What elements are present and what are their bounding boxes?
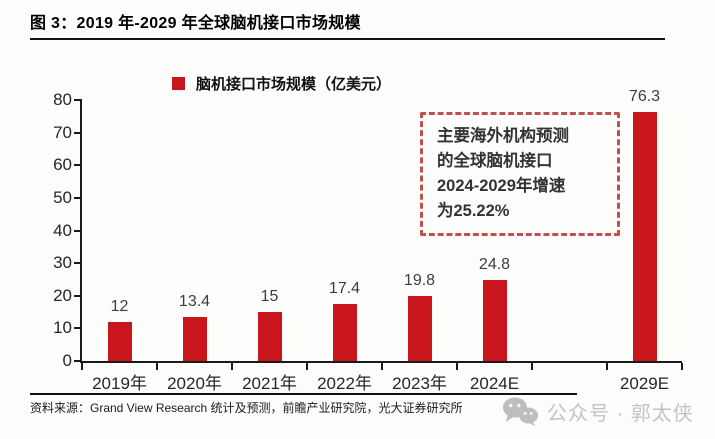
category-slot: 19.8 2023年	[382, 100, 457, 393]
category-slot: 76.3 2029E	[607, 88, 682, 393]
chart-legend: 脑机接口市场规模（亿美元）	[172, 73, 391, 94]
x-axis-label: 2021年	[242, 374, 297, 393]
x-axis-tick	[456, 363, 458, 370]
y-axis-tick-label: 20	[53, 285, 72, 305]
category-slot: 15 2021年	[232, 100, 307, 393]
footer-divider	[30, 393, 577, 395]
x-axis-tick	[156, 363, 158, 370]
x-axis-label: 2029E	[619, 374, 670, 393]
figure-title: 图 3：2019 年-2029 年全球脑机接口市场规模	[30, 15, 361, 32]
wechat-icon	[503, 397, 538, 426]
y-axis-tick	[74, 294, 82, 297]
y-axis-tick-label: 80	[53, 90, 72, 109]
bar-value-label: 13.4	[178, 293, 211, 311]
y-axis-tick	[74, 327, 82, 330]
watermark: 公众号 · 郭太侠	[502, 396, 694, 426]
bar-value-label: 15	[260, 288, 279, 306]
x-axis-label: 2022年	[317, 374, 372, 393]
y-axis-tick-label: 10	[53, 318, 72, 338]
category-slot: 13.4 2020年	[157, 100, 232, 393]
title-divider	[30, 38, 665, 40]
x-axis-label: 2024E	[469, 374, 520, 393]
bar	[632, 112, 657, 361]
annotation-line: 主要海外机构预测	[437, 127, 569, 145]
bar	[482, 280, 507, 361]
bar-value-label: 17.4	[328, 280, 361, 298]
bar	[107, 321, 132, 361]
x-axis-tick	[306, 363, 308, 370]
y-axis-tick	[74, 99, 82, 101]
bar-value-label: 19.8	[403, 272, 436, 290]
x-axis-tick	[681, 363, 683, 370]
x-axis-tick	[531, 363, 533, 370]
y-axis-tick-label: 60	[53, 155, 72, 175]
bar-value-label: 76.3	[628, 88, 661, 106]
bar-slots: 12 2019年 13.4 2020年 15 2021年 17.4 2022年 19.8 2023…	[82, 88, 682, 393]
bar-value-label: 12	[110, 297, 129, 315]
watermark-text: 公众号 · 郭太侠	[547, 402, 694, 425]
legend-label: 脑机接口市场规模（亿美元）	[196, 76, 392, 93]
y-axis-tick-label: 70	[53, 122, 72, 142]
y-axis-tick	[74, 196, 82, 199]
category-slot: 12 2019年	[82, 100, 157, 393]
x-axis-label: 2020年	[167, 374, 222, 393]
bar	[332, 304, 357, 361]
category-slot: 24.8 2024E	[457, 100, 532, 393]
annotation-line: 为25.22%	[437, 202, 510, 220]
annotation-line: 2024-2029年增速	[437, 177, 566, 195]
y-axis-tick	[74, 164, 82, 167]
y-axis-tick-label: 0	[62, 351, 72, 370]
x-axis-tick	[381, 363, 383, 370]
annotation-line: 的全球脑机接口	[437, 152, 553, 170]
y-axis-tick-label: 40	[53, 220, 72, 240]
bar	[257, 312, 282, 361]
bar	[182, 317, 207, 361]
x-axis-tick	[606, 363, 608, 370]
y-axis-tick	[74, 262, 82, 265]
x-axis-tick	[81, 363, 83, 370]
y-axis-tick	[74, 229, 82, 232]
legend-swatch	[172, 77, 185, 90]
plot-area: 0 10 20 30 40 50 60 70 80 12 2019年 13.4 2020年 15 2021年…	[53, 88, 683, 393]
x-axis-tick	[231, 363, 233, 370]
y-axis-tick-label: 50	[53, 187, 72, 207]
bar-value-label: 24.8	[478, 256, 511, 274]
x-axis-label: 2023年	[392, 374, 447, 393]
annotation-box: 主要海外机构预测 的全球脑机接口 2024-2029年增速 为25.22%	[420, 112, 620, 236]
y-axis-tick	[74, 360, 82, 362]
x-axis-label: 2019年	[92, 374, 147, 393]
category-slot: 17.4 2022年	[307, 100, 382, 393]
source-note: 资料来源：Grand View Research 统计及预测，前瞻产业研究院，光…	[30, 401, 463, 415]
y-axis-tick	[74, 131, 82, 134]
y-axis-tick-label: 30	[53, 253, 72, 273]
bar	[407, 296, 432, 361]
